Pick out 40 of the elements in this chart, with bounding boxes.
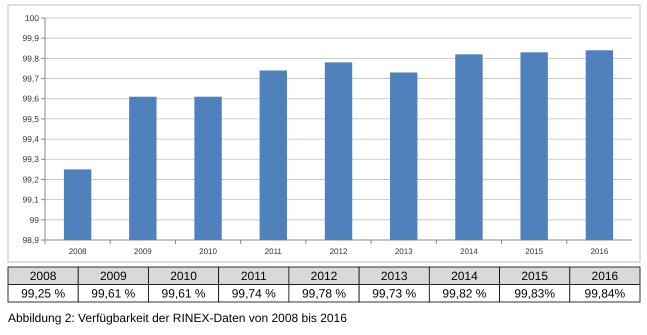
category-label: 2011 (264, 247, 282, 256)
y-tick-label: 99,2 (22, 174, 40, 184)
x-tick-label: 2012 (310, 268, 338, 283)
x-tick-label: 2014 (451, 268, 478, 283)
data-label: 99,61 % (162, 286, 206, 300)
category-label: 2013 (394, 247, 413, 256)
category-label: 2015 (525, 247, 544, 256)
y-tick-label: 99,9 (22, 33, 40, 44)
category-label: 2016 (590, 247, 608, 256)
category-label: 2012 (330, 247, 348, 256)
y-tick-label: 99,7 (22, 74, 40, 84)
data-label: 99,78 % (302, 286, 346, 300)
y-tick-label: 99,1 (22, 194, 40, 205)
data-label: 99,83% (514, 286, 556, 300)
data-label: 99,84% (584, 286, 626, 300)
category-label: 2010 (199, 247, 217, 256)
y-tick-label: 100 (24, 12, 40, 23)
x-tick-label: 2013 (380, 268, 408, 283)
y-tick-label: 99,3 (22, 154, 40, 164)
category-label: 2009 (134, 247, 152, 256)
data-label: 99,74 % (232, 286, 276, 300)
text: Abbildung 2: Verfügbarkeit der RINEX-Daten von 2008 bis 2016 (8, 311, 348, 325)
x-tick-label: 2010 (170, 268, 198, 283)
category-label: 2008 (68, 247, 87, 256)
x-tick-label: 2016 (592, 268, 619, 283)
data-label: 99,82 % (442, 286, 487, 300)
data-label: 99,73 % (372, 286, 417, 300)
y-tick-label: 99,6 (22, 94, 40, 104)
data-label: 99,25 % (21, 286, 66, 300)
y-tick-label: 99,5 (22, 114, 40, 124)
y-tick-label: 98,9 (22, 234, 40, 245)
y-tick-label: 99 (30, 214, 40, 225)
data-label: 99,61 % (91, 286, 136, 300)
x-tick-label: 2011 (240, 268, 267, 283)
category-label: 2014 (460, 247, 478, 256)
y-tick-label: 99,8 (22, 53, 40, 64)
x-tick-label: 2009 (100, 268, 128, 283)
x-tick-label: 2015 (521, 268, 548, 283)
x-tick-label: 2008 (30, 268, 57, 283)
y-tick-label: 99,4 (22, 134, 40, 144)
